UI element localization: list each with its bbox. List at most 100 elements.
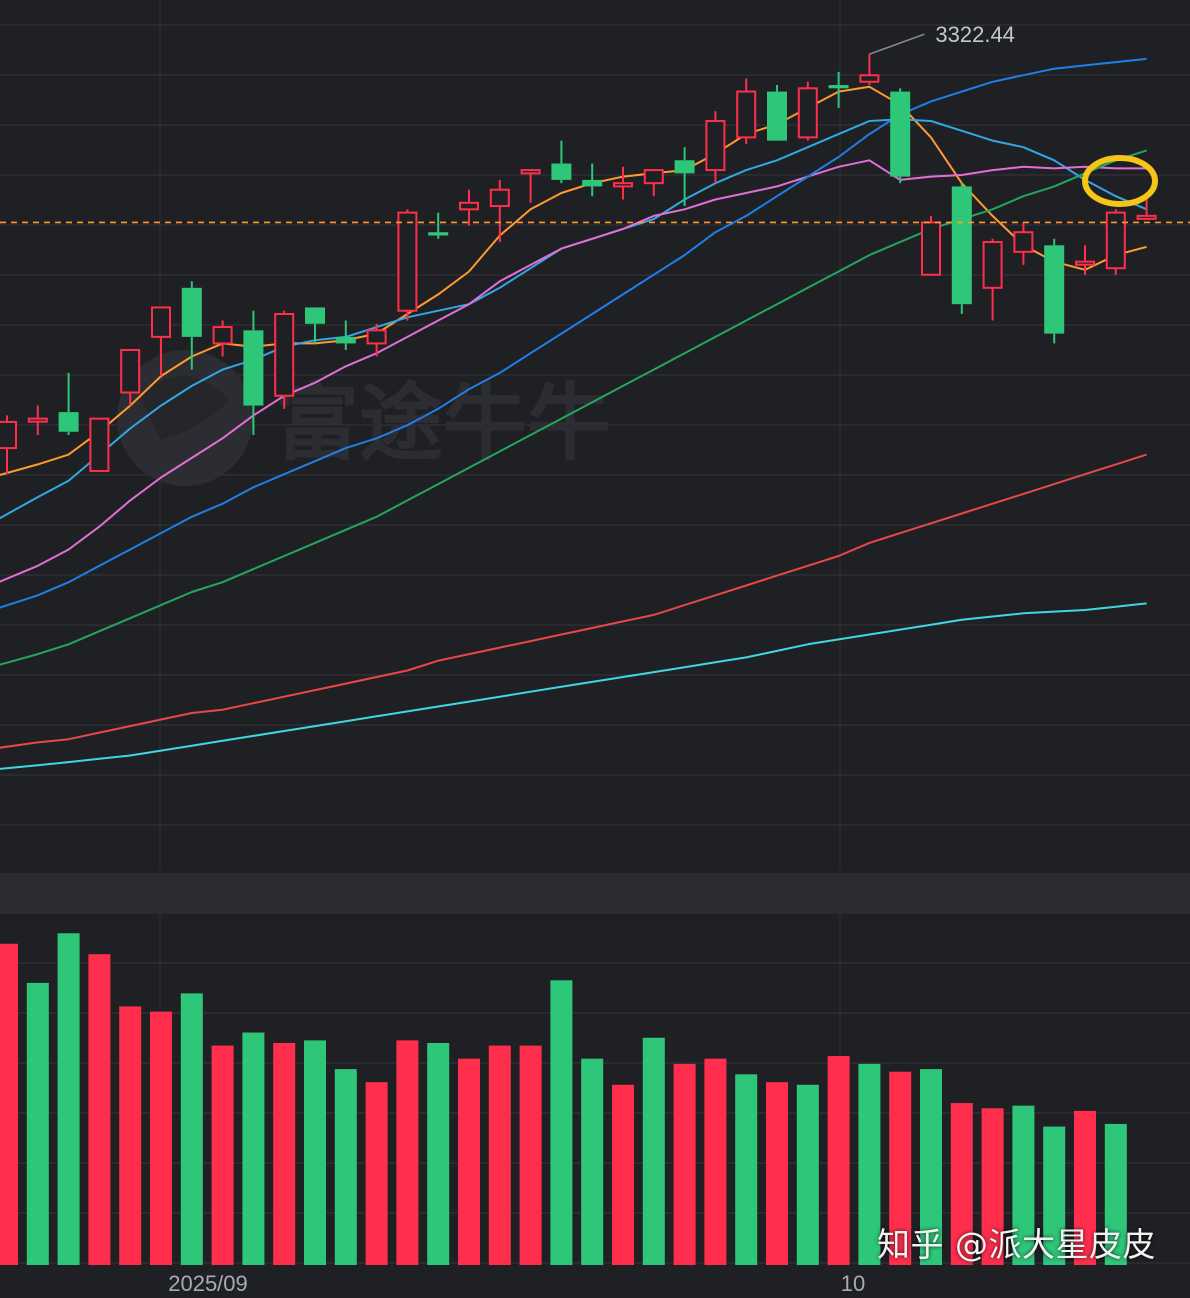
candle-body bbox=[305, 307, 325, 324]
candle bbox=[181, 281, 202, 370]
volume-panel bbox=[0, 933, 1127, 1265]
volume-bar bbox=[458, 1058, 480, 1265]
candle-body bbox=[58, 412, 79, 432]
candle bbox=[1075, 245, 1095, 275]
candle bbox=[1013, 222, 1034, 265]
candle-body bbox=[397, 211, 418, 312]
candle-body bbox=[520, 169, 541, 175]
volume-bar bbox=[950, 1103, 973, 1265]
volume-bar bbox=[642, 1037, 665, 1265]
candle bbox=[335, 320, 356, 350]
candle bbox=[428, 212, 449, 239]
volume-bar bbox=[981, 1108, 1004, 1265]
peak-price-label: 3322.44 bbox=[935, 22, 1015, 47]
candle-body bbox=[1044, 245, 1065, 334]
candle-body bbox=[982, 241, 1003, 289]
ma-line bbox=[0, 57, 1147, 609]
candle bbox=[1044, 238, 1065, 344]
highlight-circle bbox=[1082, 155, 1158, 207]
candle-body bbox=[151, 306, 171, 338]
volume-bar bbox=[827, 1056, 850, 1265]
ma-line bbox=[0, 453, 1147, 749]
volume-bar bbox=[0, 943, 18, 1265]
candle-body bbox=[120, 348, 141, 394]
candle-body bbox=[459, 201, 479, 211]
peak-leader bbox=[869, 33, 925, 55]
panel-separator bbox=[0, 873, 1190, 914]
credit-watermark: 知乎 @派大星皮皮 bbox=[877, 1225, 1156, 1264]
candle bbox=[736, 78, 757, 144]
ma-line bbox=[0, 602, 1147, 770]
candle bbox=[551, 140, 572, 184]
volume-bar bbox=[1074, 1110, 1096, 1265]
volume-bar bbox=[766, 1082, 788, 1265]
candle bbox=[120, 348, 141, 406]
candle bbox=[89, 417, 110, 472]
volume-bar bbox=[704, 1058, 727, 1265]
candle bbox=[643, 169, 664, 197]
volume-bar bbox=[365, 1082, 388, 1265]
candle-body bbox=[1105, 211, 1126, 270]
volume-bar bbox=[488, 1045, 511, 1265]
candle-body bbox=[243, 330, 264, 406]
candle bbox=[982, 238, 1003, 321]
candle-body bbox=[859, 74, 880, 83]
volume-bar bbox=[396, 1040, 419, 1265]
candle-body bbox=[366, 329, 387, 345]
candle-body bbox=[489, 188, 510, 208]
volume-bar bbox=[858, 1063, 881, 1265]
candle-body bbox=[181, 287, 202, 337]
candle-body bbox=[797, 87, 818, 139]
candle bbox=[1105, 209, 1126, 275]
candle-body bbox=[674, 160, 695, 174]
candle-body bbox=[551, 163, 572, 180]
candle bbox=[767, 85, 787, 141]
candle bbox=[459, 189, 479, 226]
candle-body bbox=[89, 417, 110, 472]
candle bbox=[0, 415, 17, 475]
candle-body bbox=[736, 90, 757, 139]
candle bbox=[890, 88, 911, 184]
volume-bar bbox=[1012, 1105, 1035, 1265]
volume-bar bbox=[211, 1045, 234, 1265]
volume-bar bbox=[519, 1045, 542, 1265]
candle-body bbox=[0, 420, 17, 450]
candle bbox=[366, 323, 387, 357]
volume-bar bbox=[673, 1063, 696, 1265]
ma-line bbox=[0, 159, 1147, 583]
volume-bar bbox=[581, 1058, 604, 1265]
volume-bar bbox=[735, 1074, 758, 1265]
candle bbox=[951, 183, 972, 314]
volume-bar bbox=[57, 933, 80, 1265]
candle bbox=[520, 169, 541, 203]
volume-bar bbox=[612, 1084, 634, 1265]
volume-bar bbox=[242, 1032, 265, 1265]
candle-body bbox=[1013, 231, 1034, 253]
volume-bar bbox=[550, 980, 573, 1265]
candle bbox=[582, 163, 603, 197]
candle bbox=[613, 166, 633, 200]
candle-body bbox=[890, 91, 911, 177]
volume-bar bbox=[119, 1006, 142, 1265]
volume-bar bbox=[889, 1071, 912, 1265]
volume-bar bbox=[796, 1084, 819, 1265]
candle bbox=[305, 307, 325, 344]
x-tick-label: 2025/09 bbox=[168, 1271, 248, 1296]
candle bbox=[151, 306, 171, 377]
candle-body bbox=[1075, 260, 1095, 266]
candle-body bbox=[582, 179, 603, 187]
candle bbox=[27, 405, 48, 435]
volume-bar bbox=[427, 1042, 450, 1265]
volume-bar bbox=[88, 954, 111, 1265]
candle-body bbox=[921, 221, 941, 276]
x-tick-label: 10 bbox=[841, 1271, 865, 1296]
candle bbox=[797, 81, 818, 141]
futu-logo-icon bbox=[117, 350, 253, 486]
candle-body bbox=[212, 326, 233, 345]
candle-body bbox=[767, 91, 787, 141]
volume-bar bbox=[1104, 1123, 1127, 1265]
candle bbox=[212, 320, 233, 357]
candle-body bbox=[951, 186, 972, 305]
volume-bar bbox=[180, 993, 203, 1265]
